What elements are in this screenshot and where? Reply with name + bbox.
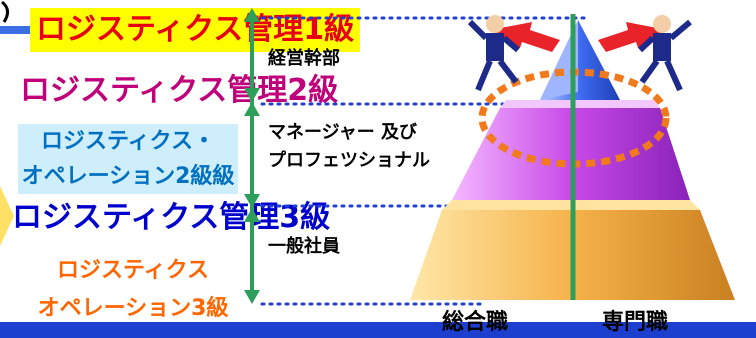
level-logistics-ops-2: ロジスティクス・ オペレーション2級級 — [18, 124, 238, 194]
level-logistics-mgmt-1: ロジスティクス管理1級 — [30, 8, 361, 52]
businessman-right-figure — [637, 15, 692, 92]
green-level-arrow — [244, 8, 260, 304]
tier-manager-line2: プロフェツショナル — [268, 150, 430, 171]
red-arrows — [490, 22, 668, 52]
level-logistics-ops-3-line1: ロジスティクス — [56, 258, 210, 283]
level-logistics-ops-2-line2: オペレーション2級級 — [21, 164, 235, 189]
corner-decoration — [0, 0, 20, 28]
label-generalist: 総合職 — [442, 310, 509, 335]
level-logistics-ops-3: ロジスティクス オペレーション3級 — [28, 252, 238, 328]
tier-executive: 経営幹部 — [268, 48, 340, 69]
blue-connector-bar — [0, 26, 30, 34]
level-logistics-ops-2-line1: ロジスティクス・ — [40, 129, 216, 154]
left-arrow-shape — [0, 186, 14, 246]
tier-manager-line1: マネージャー 及び — [268, 122, 418, 143]
label-specialist: 専門職 — [602, 310, 669, 335]
businessman-left-figure — [467, 15, 520, 92]
level-logistics-ops-3-line2: オペレーション3級 — [37, 296, 229, 321]
level-logistics-mgmt-2: ロジスティクス管理2級 — [20, 73, 339, 108]
bottom-bar — [0, 322, 756, 338]
tier-staff: 一般社員 — [268, 236, 340, 257]
